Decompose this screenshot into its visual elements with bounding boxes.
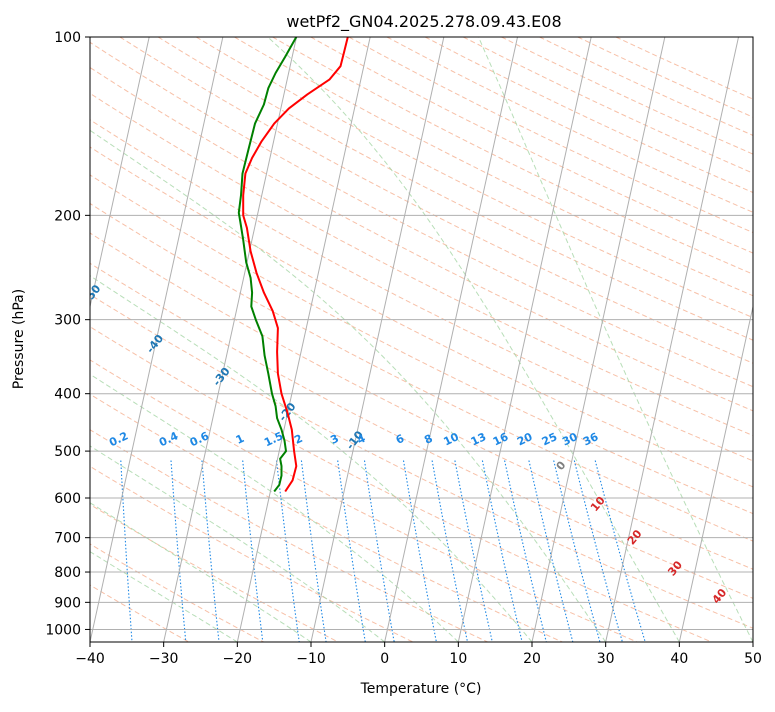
y-tick-label: 100 xyxy=(54,30,81,46)
theta-e-label: 0 xyxy=(554,458,569,472)
diagram-labels: -100-90-80-70-60-50-40-30-20-100.10.20.4… xyxy=(0,46,730,606)
theta-e-label: 30 xyxy=(665,558,685,578)
isotherm-line xyxy=(753,37,775,642)
sounding-profiles xyxy=(239,37,348,492)
x-tick-label: 30 xyxy=(597,651,615,667)
y-axis-ticks: 100 200 300 400 500 600 700 800 900 1000 xyxy=(45,30,90,638)
dry-adiabat-line xyxy=(425,37,775,642)
moist-adiabat-line xyxy=(0,37,532,642)
mixing-ratio-label: 16 xyxy=(491,430,511,448)
moist-adiabat-line xyxy=(0,37,458,642)
mixing-ratio-label: 8 xyxy=(422,432,434,447)
mixing-ratio-line xyxy=(595,461,645,643)
moist-adiabat-line xyxy=(268,37,680,642)
x-tick-label: 0 xyxy=(380,651,389,667)
mixing-ratio-label: 3 xyxy=(328,432,340,447)
isotherm-label: -50 xyxy=(81,282,104,306)
mixing-ratio-label: 13 xyxy=(469,430,488,448)
dry-adiabat-line xyxy=(502,37,775,642)
isotherm-line xyxy=(0,37,2,642)
x-tick-label: 40 xyxy=(670,651,688,667)
mixing-ratio-line xyxy=(574,461,622,643)
x-tick-label: 10 xyxy=(449,651,467,667)
mixing-ratio-line xyxy=(243,461,263,643)
mixing-ratio-line xyxy=(338,461,366,643)
x-tick-label: −20 xyxy=(223,651,253,667)
x-tick-label: −10 xyxy=(296,651,326,667)
dry-adiabat-line xyxy=(0,37,775,642)
isotherm-label: -60 xyxy=(18,232,41,256)
y-tick-label: 1000 xyxy=(45,622,81,638)
mixing-ratio-line xyxy=(74,461,82,643)
y-tick-label: 900 xyxy=(54,595,81,611)
y-tick-label: 700 xyxy=(54,531,81,547)
dry-adiabats xyxy=(0,37,775,642)
mixing-ratio-label: 10 xyxy=(442,430,462,448)
mixing-ratio-label: 20 xyxy=(515,430,535,448)
temperature-profile xyxy=(243,37,348,492)
theta-e-label: 10 xyxy=(588,494,608,514)
dry-adiabat-line xyxy=(0,37,775,642)
y-tick-label: 600 xyxy=(54,491,81,507)
mixing-ratio-line xyxy=(365,461,395,643)
moist-adiabat-line xyxy=(0,37,385,642)
chart-title: wetPf2_GN04.2025.278.09.43.E08 xyxy=(286,12,561,32)
y-tick-label: 400 xyxy=(54,387,81,403)
moist-adiabats xyxy=(0,37,753,642)
dry-adiabat-line xyxy=(158,37,775,642)
dry-adiabat-line xyxy=(387,37,775,642)
isotherm-line xyxy=(16,37,149,642)
y-tick-label: 800 xyxy=(54,565,81,581)
dry-adiabat-line xyxy=(5,37,775,642)
dry-adiabat-line xyxy=(0,37,264,642)
mixing-ratio-line xyxy=(404,461,437,643)
isotherm-line xyxy=(311,37,444,642)
x-tick-label: 50 xyxy=(744,651,762,667)
y-tick-label: 200 xyxy=(54,208,81,224)
x-axis-ticks: −40 −30 −20 −10 0 10 20 30 40 50 xyxy=(75,642,762,667)
plot-frame xyxy=(90,37,753,642)
isotherm-line xyxy=(237,37,370,642)
isobar-grid xyxy=(90,37,753,629)
mixing-ratio-label: 0.6 xyxy=(188,429,211,449)
isotherm-label: -40 xyxy=(144,332,167,356)
dry-adiabat-line xyxy=(0,37,775,642)
y-tick-label: 300 xyxy=(54,313,81,329)
dry-adiabat-line xyxy=(463,37,775,642)
dry-adiabat-line xyxy=(0,37,775,642)
dry-adiabat-line xyxy=(0,37,775,642)
y-axis-label: Pressure (hPa) xyxy=(11,289,27,389)
mixing-ratio-line xyxy=(505,461,547,643)
plot-area: -100-90-80-70-60-50-40-30-20-100.10.20.4… xyxy=(0,37,775,642)
isotherm-line xyxy=(458,37,591,642)
dry-adiabat-line xyxy=(0,37,712,642)
isotherm-line xyxy=(532,37,665,642)
mixing-ratio-label: 0.2 xyxy=(107,429,130,449)
mixing-ratio-label: 25 xyxy=(540,430,559,448)
dry-adiabat-line xyxy=(0,37,775,642)
mixing-ratio-lines xyxy=(74,461,645,643)
mixing-ratio-label: 30 xyxy=(560,430,580,448)
x-tick-label: −30 xyxy=(149,651,179,667)
y-tick-label: 500 xyxy=(54,444,81,460)
x-tick-label: −40 xyxy=(75,651,105,667)
x-axis-label: Temperature (°C) xyxy=(360,681,482,697)
dry-adiabat-line xyxy=(0,37,637,642)
dry-adiabat-line xyxy=(82,37,775,642)
dry-adiabat-line xyxy=(0,37,488,642)
mixing-ratio-line xyxy=(554,461,600,643)
mixing-ratio-line xyxy=(432,461,467,643)
isotherm-line xyxy=(606,37,739,642)
mixing-ratio-line xyxy=(202,461,219,643)
mixing-ratio-line xyxy=(455,461,492,643)
moist-adiabat-line xyxy=(479,37,754,642)
isotherm-grid xyxy=(0,37,775,642)
dry-adiabat-line xyxy=(311,37,775,642)
moist-adiabat-line xyxy=(0,37,237,642)
dry-adiabat-line xyxy=(0,37,775,642)
x-tick-label: 20 xyxy=(523,651,541,667)
moist-adiabat-line xyxy=(0,37,606,642)
